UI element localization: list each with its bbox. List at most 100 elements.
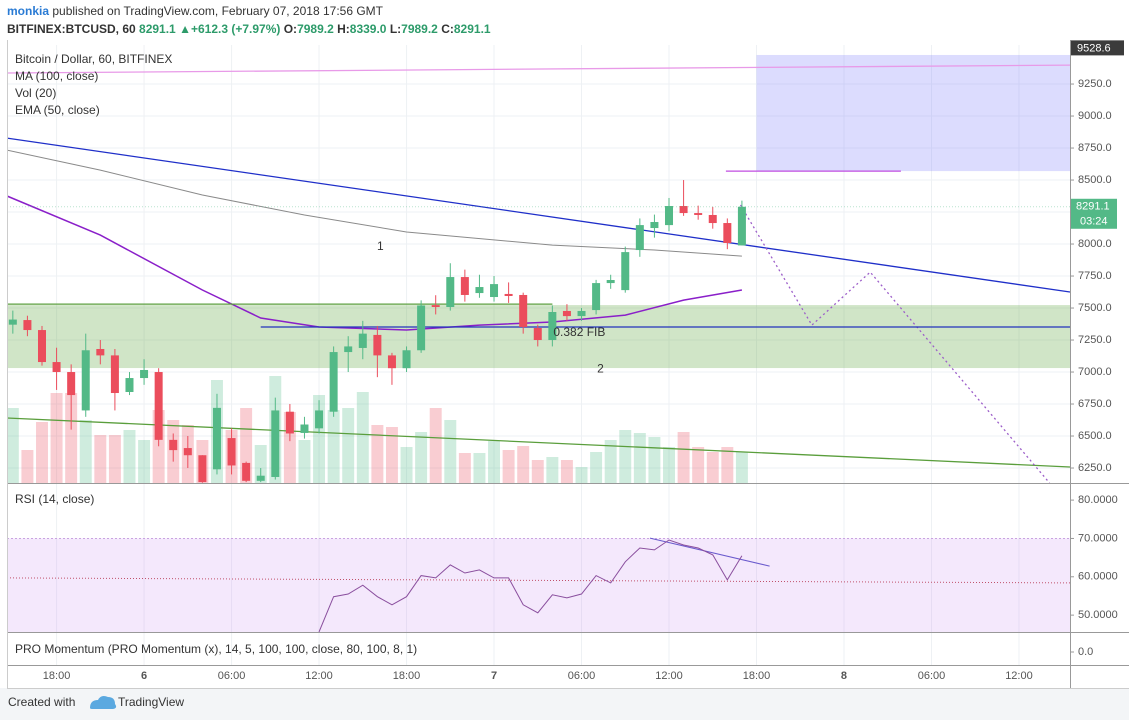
y-tick-label: 9000.0	[1078, 110, 1112, 122]
rsi-line	[318, 539, 743, 632]
candle-body	[271, 410, 280, 477]
annotation: 2	[597, 361, 604, 375]
volume-bar	[458, 453, 471, 483]
y-tick-label: 7000.0	[1078, 366, 1112, 378]
candle-body	[577, 310, 586, 317]
x-tick-label: 12:00	[305, 670, 333, 682]
candle-body	[212, 407, 221, 470]
candle-body	[708, 214, 717, 224]
volume-bar	[327, 410, 340, 483]
legend-entry: Vol (20)	[15, 86, 56, 100]
symbol-line: BITFINEX:BTCUSD, 60 8291.1 ▲+612.3 (+7.9…	[7, 22, 491, 36]
change: +612.3 (+7.97%)	[191, 22, 280, 36]
candle-body	[387, 355, 396, 369]
last-price-box	[1071, 198, 1117, 229]
x-tick-label: 18:00	[43, 670, 71, 682]
candle-body	[125, 378, 134, 392]
volume-bar	[517, 446, 530, 483]
candle-body	[23, 320, 32, 331]
candle-body	[8, 319, 17, 325]
volume-bar	[721, 447, 734, 483]
volume-bar	[298, 440, 311, 483]
zone	[756, 54, 1070, 172]
candle-body	[490, 284, 499, 298]
volume-bar	[473, 453, 486, 483]
candle-body	[679, 206, 688, 214]
trendline	[739, 204, 1051, 483]
footer-bar	[0, 688, 1129, 720]
x-tick-label: 18:00	[743, 670, 771, 682]
y-tick-label: 70.0000	[1078, 532, 1118, 544]
last-price-label: 8291.1	[1076, 201, 1110, 213]
candle-body	[562, 310, 571, 317]
trendline	[7, 417, 1070, 468]
h: 8339.0	[350, 22, 387, 36]
candle-body	[373, 334, 382, 356]
candle-body	[446, 277, 455, 308]
y-tick-label: 50.0000	[1078, 609, 1118, 621]
volume-bar	[663, 447, 675, 483]
h-label: H:	[337, 22, 350, 36]
volume-bar	[400, 447, 413, 483]
candle-body	[592, 283, 601, 311]
volume-bar	[65, 393, 78, 483]
candle-body	[402, 350, 411, 369]
volume-bar	[240, 408, 253, 483]
fib-label: 0.382 FIB	[553, 325, 605, 339]
candle-body	[504, 293, 513, 296]
volume-bar	[7, 408, 19, 483]
volume-bar	[590, 452, 603, 483]
candle-body	[519, 294, 528, 327]
y-tick-label: 0.0	[1078, 646, 1093, 658]
candle-body	[344, 346, 353, 353]
candle-body	[431, 305, 440, 308]
symbol: BITFINEX:BTCUSD, 60	[7, 22, 136, 36]
price-pane: 0.382 FIB 1 2	[7, 54, 1070, 483]
volume-bar	[385, 427, 398, 483]
candle-body	[96, 348, 105, 356]
candle-body	[358, 333, 367, 348]
candle-body	[300, 424, 309, 433]
volume-bar	[692, 447, 705, 483]
y-tick-label: 7250.0	[1078, 334, 1112, 346]
volume-bar	[356, 392, 369, 483]
labels: Bitcoin / Dollar, 60, BITFINEX MA (100, …	[8, 40, 1124, 709]
volume-bar	[575, 467, 588, 483]
candle-body	[198, 455, 207, 483]
candle-body	[154, 372, 163, 440]
axes	[7, 40, 1129, 689]
candle-body	[460, 277, 469, 295]
trendline	[7, 64, 1070, 74]
candle-body	[606, 279, 615, 284]
l: 7989.2	[401, 22, 438, 36]
candle-body	[169, 439, 178, 451]
y-tick-label: 6500.0	[1078, 430, 1112, 442]
author: monkia	[7, 4, 49, 18]
volume-bar	[138, 440, 151, 483]
volume-bar	[94, 435, 107, 483]
volume-bar	[648, 437, 661, 483]
candle-body	[67, 372, 76, 396]
x-tick-label: 06:00	[218, 670, 246, 682]
x-tick-label: 06:00	[568, 670, 596, 682]
candle-body	[329, 352, 338, 412]
candle-body	[315, 410, 324, 429]
o-label: O:	[284, 22, 297, 36]
y-tick-label: 6250.0	[1078, 462, 1112, 474]
y-tick-label: 60.0000	[1078, 571, 1118, 583]
footer-brand[interactable]: TradingView	[118, 695, 184, 709]
volume-bar	[677, 432, 690, 483]
logo	[90, 696, 117, 709]
candle-body	[183, 448, 192, 456]
rsi-trendline	[649, 537, 770, 567]
volume-bar	[633, 433, 646, 483]
candle-body	[110, 355, 119, 394]
candle-body	[650, 222, 659, 229]
candle-body	[140, 369, 149, 379]
countdown-label: 03:24	[1080, 216, 1108, 228]
volume-bar	[735, 452, 748, 483]
volume-bar	[706, 452, 719, 483]
volume-bar	[415, 432, 428, 483]
